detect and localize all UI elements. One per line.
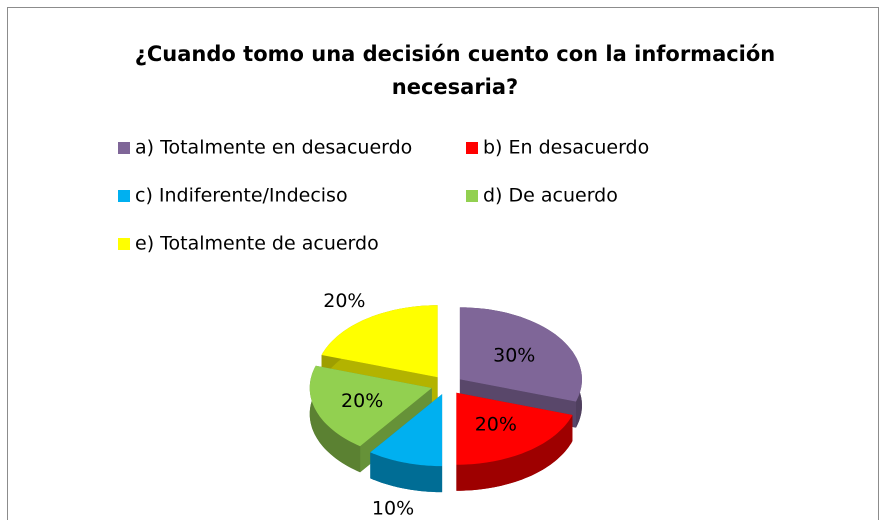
data-label: 20% [475, 413, 517, 435]
legend-swatch [118, 238, 130, 250]
chart-frame [7, 7, 879, 520]
slice [459, 307, 582, 402]
data-label: 30% [493, 345, 535, 367]
slice-side [309, 365, 361, 473]
legend-label: b) En desacuerdo [483, 137, 649, 159]
legend-swatch [118, 190, 130, 202]
legend-label: d) De acuerdo [483, 185, 618, 207]
data-label: 20% [323, 290, 365, 312]
data-label: 10% [372, 498, 414, 520]
slice-side [370, 452, 443, 493]
slice [321, 305, 438, 378]
slice [456, 392, 573, 465]
chart-title: ¿Cuando tomo una decisión cuento con la … [134, 42, 776, 99]
legend-label: c) Indiferente/Indeciso [135, 185, 348, 207]
legend-label: a) Totalmente en desacuerdo [135, 137, 412, 159]
data-label: 20% [341, 390, 383, 412]
slice [309, 365, 432, 447]
slice [370, 394, 443, 467]
legend-swatch [466, 142, 478, 154]
legend-label: e) Totalmente de acuerdo [135, 233, 379, 255]
legend-swatch [118, 142, 130, 154]
slice-side [456, 415, 573, 491]
legend-swatch [466, 190, 478, 202]
